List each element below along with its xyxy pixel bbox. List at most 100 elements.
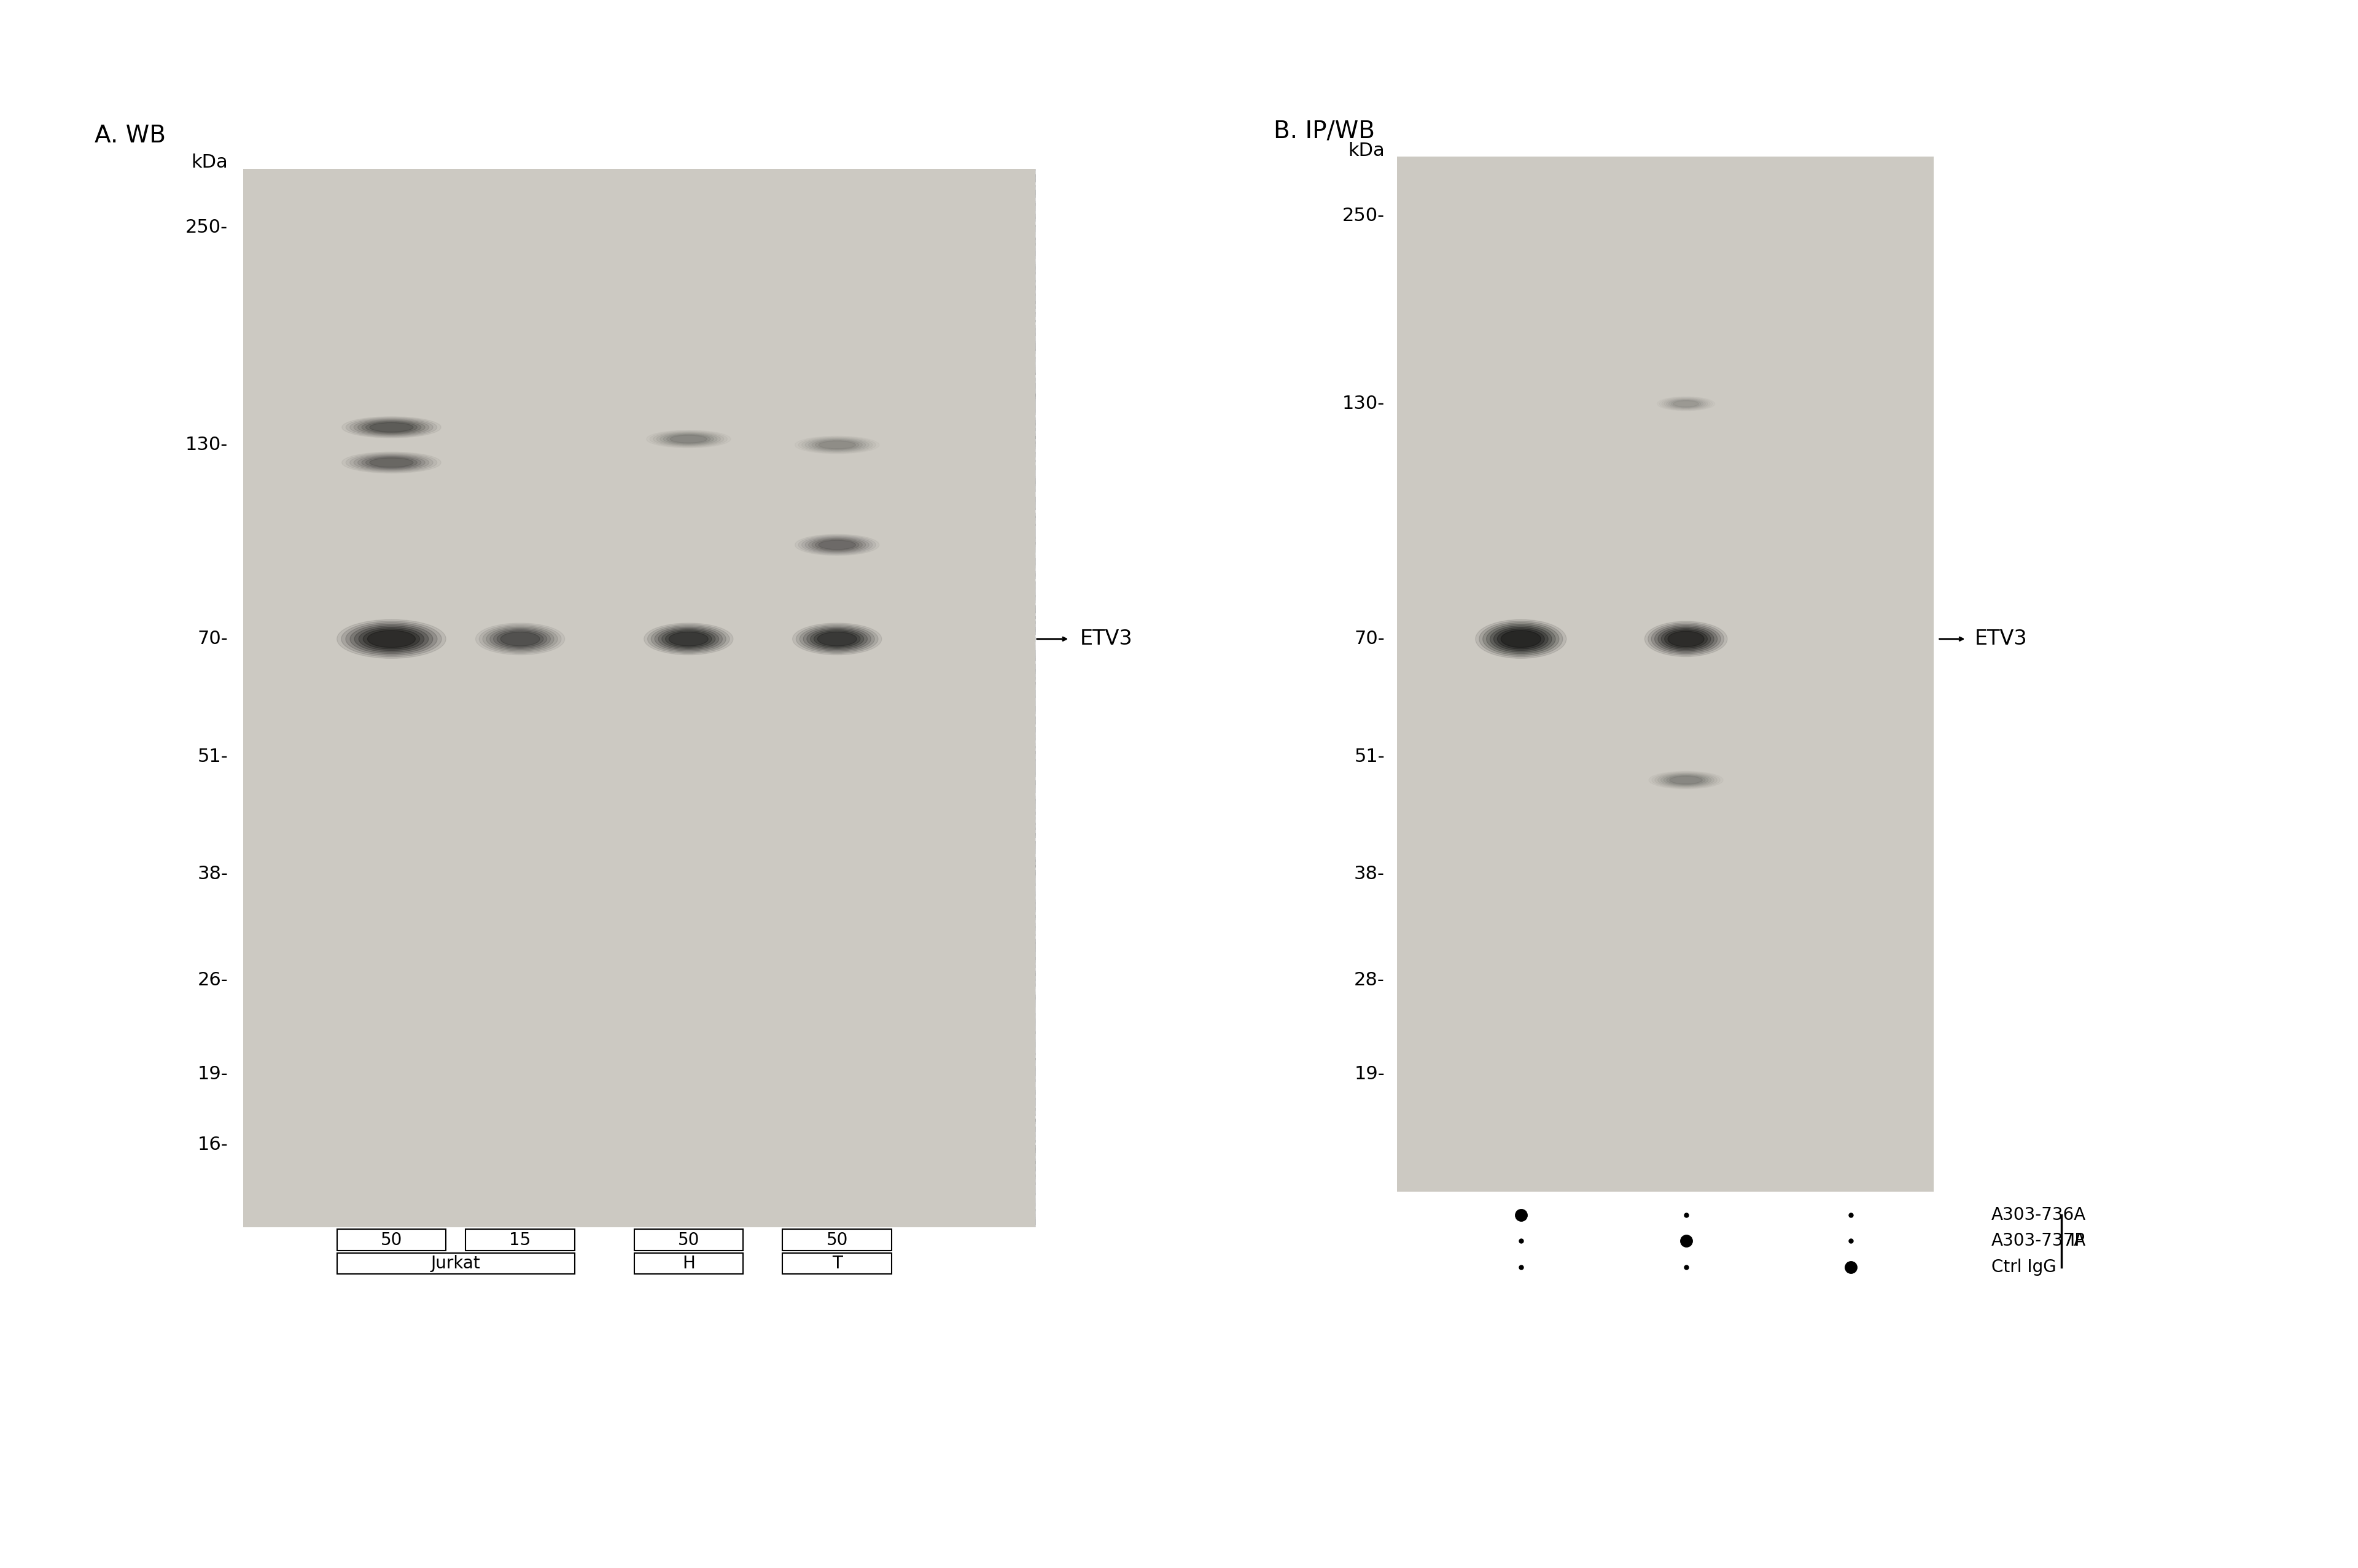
Text: kDa: kDa bbox=[191, 154, 229, 171]
Ellipse shape bbox=[476, 622, 566, 655]
Text: 26-: 26- bbox=[198, 971, 229, 989]
Ellipse shape bbox=[670, 632, 707, 646]
Ellipse shape bbox=[493, 629, 547, 649]
Text: 250-: 250- bbox=[186, 218, 229, 237]
Bar bbox=[1396, 157, 1934, 1192]
Text: kDa: kDa bbox=[1349, 143, 1384, 160]
Ellipse shape bbox=[816, 539, 858, 550]
Text: A303-736A: A303-736A bbox=[1990, 1207, 2087, 1223]
Bar bbox=[634, 1253, 743, 1273]
Bar bbox=[634, 1229, 743, 1251]
Ellipse shape bbox=[667, 434, 710, 444]
Text: IP: IP bbox=[2070, 1232, 2084, 1250]
Text: 50: 50 bbox=[677, 1231, 700, 1248]
Bar bbox=[243, 169, 1035, 1226]
Text: A. WB: A. WB bbox=[94, 124, 165, 147]
Bar bbox=[337, 1229, 446, 1251]
Ellipse shape bbox=[804, 536, 870, 554]
Ellipse shape bbox=[361, 420, 422, 434]
Ellipse shape bbox=[1502, 630, 1540, 648]
Ellipse shape bbox=[1493, 627, 1549, 651]
Text: T: T bbox=[832, 1254, 842, 1272]
Ellipse shape bbox=[1478, 621, 1563, 657]
Ellipse shape bbox=[818, 632, 856, 646]
Ellipse shape bbox=[349, 419, 434, 436]
Ellipse shape bbox=[358, 455, 424, 470]
Text: ETV3: ETV3 bbox=[1976, 629, 2028, 649]
Ellipse shape bbox=[1651, 624, 1721, 654]
Ellipse shape bbox=[1665, 775, 1707, 786]
Text: 28-: 28- bbox=[1353, 971, 1384, 989]
Ellipse shape bbox=[1667, 776, 1705, 784]
Ellipse shape bbox=[1667, 632, 1705, 646]
Ellipse shape bbox=[490, 629, 549, 649]
Ellipse shape bbox=[368, 630, 415, 648]
Ellipse shape bbox=[1476, 619, 1566, 659]
Text: 70-: 70- bbox=[1353, 630, 1384, 648]
Text: 16-: 16- bbox=[198, 1135, 229, 1154]
Ellipse shape bbox=[365, 422, 417, 433]
Text: 38-: 38- bbox=[1353, 866, 1384, 883]
Text: 130-: 130- bbox=[1342, 395, 1384, 412]
Ellipse shape bbox=[361, 456, 422, 469]
Ellipse shape bbox=[1646, 621, 1726, 657]
Ellipse shape bbox=[1648, 622, 1724, 655]
Ellipse shape bbox=[1665, 630, 1707, 648]
Text: 51-: 51- bbox=[198, 748, 229, 765]
Ellipse shape bbox=[479, 624, 561, 654]
Ellipse shape bbox=[354, 626, 429, 652]
Ellipse shape bbox=[1497, 629, 1544, 649]
Ellipse shape bbox=[658, 629, 719, 649]
Text: 70-: 70- bbox=[198, 630, 229, 648]
Ellipse shape bbox=[811, 629, 863, 649]
Ellipse shape bbox=[811, 439, 863, 450]
Text: H: H bbox=[681, 1254, 696, 1272]
Text: 19-: 19- bbox=[1353, 1065, 1384, 1083]
Text: A303-737A: A303-737A bbox=[1990, 1232, 2087, 1250]
Ellipse shape bbox=[670, 436, 707, 442]
Ellipse shape bbox=[363, 629, 420, 649]
Ellipse shape bbox=[347, 622, 436, 655]
Ellipse shape bbox=[648, 624, 729, 654]
Ellipse shape bbox=[354, 455, 429, 470]
Ellipse shape bbox=[500, 632, 540, 646]
Text: Jurkat: Jurkat bbox=[432, 1254, 481, 1272]
Ellipse shape bbox=[818, 541, 856, 549]
Text: 38-: 38- bbox=[198, 866, 229, 883]
Ellipse shape bbox=[811, 538, 863, 552]
Ellipse shape bbox=[1658, 627, 1714, 651]
Ellipse shape bbox=[358, 627, 424, 651]
Ellipse shape bbox=[1486, 624, 1556, 654]
Ellipse shape bbox=[665, 630, 712, 648]
Ellipse shape bbox=[656, 627, 722, 651]
Ellipse shape bbox=[799, 626, 875, 652]
Ellipse shape bbox=[1669, 776, 1702, 784]
Ellipse shape bbox=[354, 419, 429, 436]
Ellipse shape bbox=[1655, 626, 1717, 652]
Ellipse shape bbox=[365, 456, 417, 469]
Ellipse shape bbox=[804, 627, 870, 651]
Ellipse shape bbox=[1483, 622, 1559, 655]
Text: ETV3: ETV3 bbox=[1080, 629, 1132, 649]
Ellipse shape bbox=[349, 453, 434, 472]
Text: 130-: 130- bbox=[186, 436, 229, 453]
Text: B. IP/WB: B. IP/WB bbox=[1273, 119, 1375, 143]
Ellipse shape bbox=[802, 536, 872, 554]
Bar bbox=[783, 1253, 891, 1273]
Text: 15: 15 bbox=[509, 1231, 531, 1248]
Ellipse shape bbox=[349, 624, 434, 654]
Ellipse shape bbox=[370, 423, 413, 431]
Ellipse shape bbox=[498, 630, 542, 648]
Ellipse shape bbox=[358, 420, 424, 434]
Ellipse shape bbox=[337, 619, 446, 659]
Text: 19-: 19- bbox=[198, 1065, 229, 1083]
Ellipse shape bbox=[806, 629, 868, 649]
Ellipse shape bbox=[816, 441, 858, 450]
Ellipse shape bbox=[663, 629, 714, 649]
Bar bbox=[465, 1229, 575, 1251]
Ellipse shape bbox=[1660, 629, 1712, 649]
Text: 50: 50 bbox=[825, 1231, 849, 1248]
Ellipse shape bbox=[1490, 626, 1552, 652]
Ellipse shape bbox=[818, 441, 856, 448]
Ellipse shape bbox=[814, 630, 861, 648]
